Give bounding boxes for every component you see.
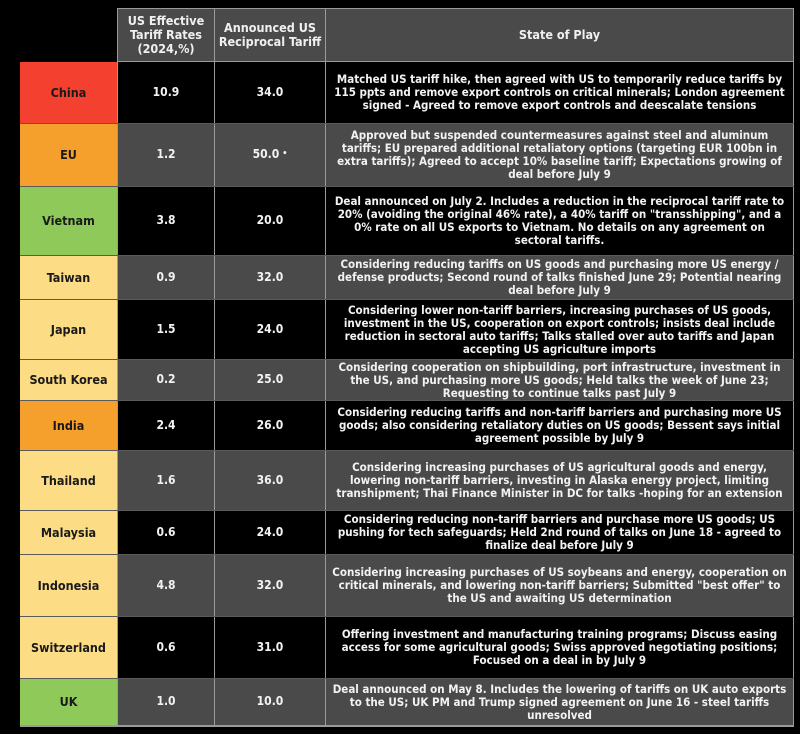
- reciprocal-value: 26.0: [256, 417, 284, 432]
- reciprocal-value: 31.0: [256, 639, 284, 654]
- effective-rate-cell: 0.2: [117, 360, 215, 400]
- country-cell: China: [20, 62, 117, 123]
- reciprocal-value: 25.0: [256, 372, 284, 387]
- table-row: EU 1.2 50.0 • Approved but suspended coun…: [20, 124, 794, 187]
- effective-rate-cell: 2.4: [117, 401, 215, 450]
- effective-rate-cell: 4.8: [117, 555, 215, 616]
- state-of-play-cell: Deal announced on May 8. Includes the lo…: [326, 679, 794, 725]
- state-of-play-cell: Approved but suspended countermeasures a…: [326, 124, 794, 186]
- country-cell: Switzerland: [20, 617, 117, 678]
- state-of-play-cell: Matched US tariff hike, then agreed with…: [326, 62, 794, 123]
- country-cell: Thailand: [20, 451, 117, 510]
- reciprocal-value: 34.0: [256, 84, 284, 99]
- reciprocal-tariff-cell: 50.0 •: [215, 124, 326, 186]
- country-cell: Vietnam: [20, 187, 117, 255]
- effective-rate-cell: 10.9: [117, 62, 215, 123]
- state-of-play-cell: Considering increasing purchases of US s…: [326, 555, 794, 616]
- header-state-of-play: State of Play: [326, 8, 794, 62]
- reciprocal-tariff-cell: 26.0: [215, 401, 326, 450]
- reciprocal-tariff-cell: 31.0: [215, 617, 326, 678]
- effective-rate-cell: 1.0: [117, 679, 215, 725]
- reciprocal-tariff-cell: 24.0: [215, 300, 326, 359]
- reciprocal-value: 32.0: [256, 577, 284, 592]
- country-cell: Japan: [20, 300, 117, 359]
- table-row: India 2.4 26.0 Considering reducing tari…: [20, 401, 794, 451]
- reciprocal-value: 24.0: [256, 524, 284, 539]
- effective-rate-cell: 1.5: [117, 300, 215, 359]
- reciprocal-value: 32.0: [256, 269, 284, 284]
- reciprocal-tariff-cell: 20.0: [215, 187, 326, 255]
- reciprocal-tariff-cell: 32.0: [215, 555, 326, 616]
- country-cell: India: [20, 401, 117, 450]
- table-row: Malaysia 0.6 24.0 Considering reducing n…: [20, 511, 794, 555]
- footnote-bullet-icon: •: [282, 149, 288, 160]
- effective-rate-cell: 1.6: [117, 451, 215, 510]
- state-of-play-cell: Deal announced on July 2. Includes a red…: [326, 187, 794, 255]
- table-row: South Korea 0.2 25.0 Considering coopera…: [20, 360, 794, 401]
- reciprocal-value: 36.0: [256, 472, 284, 487]
- state-of-play-cell: Considering increasing purchases of US a…: [326, 451, 794, 510]
- reciprocal-tariff-cell: 10.0: [215, 679, 326, 725]
- table-row: Taiwan 0.9 32.0 Considering reducing tar…: [20, 256, 794, 300]
- reciprocal-value: 20.0: [256, 213, 284, 228]
- header-effective-rate: US Effective Tariff Rates (2024,%): [117, 8, 215, 62]
- table-row: UK 1.0 10.0 Deal announced on May 8. Inc…: [20, 679, 794, 727]
- table-row: Japan 1.5 24.0 Considering lower non-tar…: [20, 300, 794, 360]
- tariff-table: US Effective Tariff Rates (2024,%) Annou…: [20, 8, 794, 727]
- table-row: Vietnam 3.8 20.0 Deal announced on July …: [20, 187, 794, 256]
- reciprocal-value: 24.0: [256, 321, 284, 336]
- table-header: US Effective Tariff Rates (2024,%) Annou…: [20, 8, 794, 62]
- state-of-play-cell: Considering reducing non-tariff barriers…: [326, 511, 794, 554]
- reciprocal-tariff-cell: 34.0: [215, 62, 326, 123]
- effective-rate-cell: 0.6: [117, 511, 215, 554]
- country-cell: South Korea: [20, 360, 117, 400]
- effective-rate-cell: 3.8: [117, 187, 215, 255]
- reciprocal-tariff-cell: 32.0: [215, 256, 326, 299]
- country-cell: Malaysia: [20, 511, 117, 554]
- table-row: Indonesia 4.8 32.0 Considering increasin…: [20, 555, 794, 617]
- country-cell: Indonesia: [20, 555, 117, 616]
- state-of-play-cell: Considering reducing tariffs on US goods…: [326, 256, 794, 299]
- reciprocal-tariff-cell: 36.0: [215, 451, 326, 510]
- state-of-play-cell: Offering investment and manufacturing tr…: [326, 617, 794, 678]
- reciprocal-tariff-cell: 25.0: [215, 360, 326, 400]
- country-cell: Taiwan: [20, 256, 117, 299]
- effective-rate-cell: 1.2: [117, 124, 215, 186]
- reciprocal-value: 50.0: [252, 147, 280, 162]
- effective-rate-cell: 0.9: [117, 256, 215, 299]
- header-reciprocal-tariff: Announced US Reciprocal Tariff: [215, 8, 326, 62]
- reciprocal-tariff-cell: 24.0: [215, 511, 326, 554]
- header-country: [20, 8, 117, 62]
- table-row: Switzerland 0.6 31.0 Offering investment…: [20, 617, 794, 679]
- state-of-play-cell: Considering lower non-tariff barriers, i…: [326, 300, 794, 359]
- reciprocal-value: 10.0: [256, 694, 284, 709]
- country-cell: EU: [20, 124, 117, 186]
- table-row: Thailand 1.6 36.0 Considering increasing…: [20, 451, 794, 511]
- table-row: China 10.9 34.0 Matched US tariff hike, …: [20, 62, 794, 124]
- state-of-play-cell: Considering reducing tariffs and non-tar…: [326, 401, 794, 450]
- effective-rate-cell: 0.6: [117, 617, 215, 678]
- country-cell: UK: [20, 679, 117, 725]
- state-of-play-cell: Considering cooperation on shipbuilding,…: [326, 360, 794, 400]
